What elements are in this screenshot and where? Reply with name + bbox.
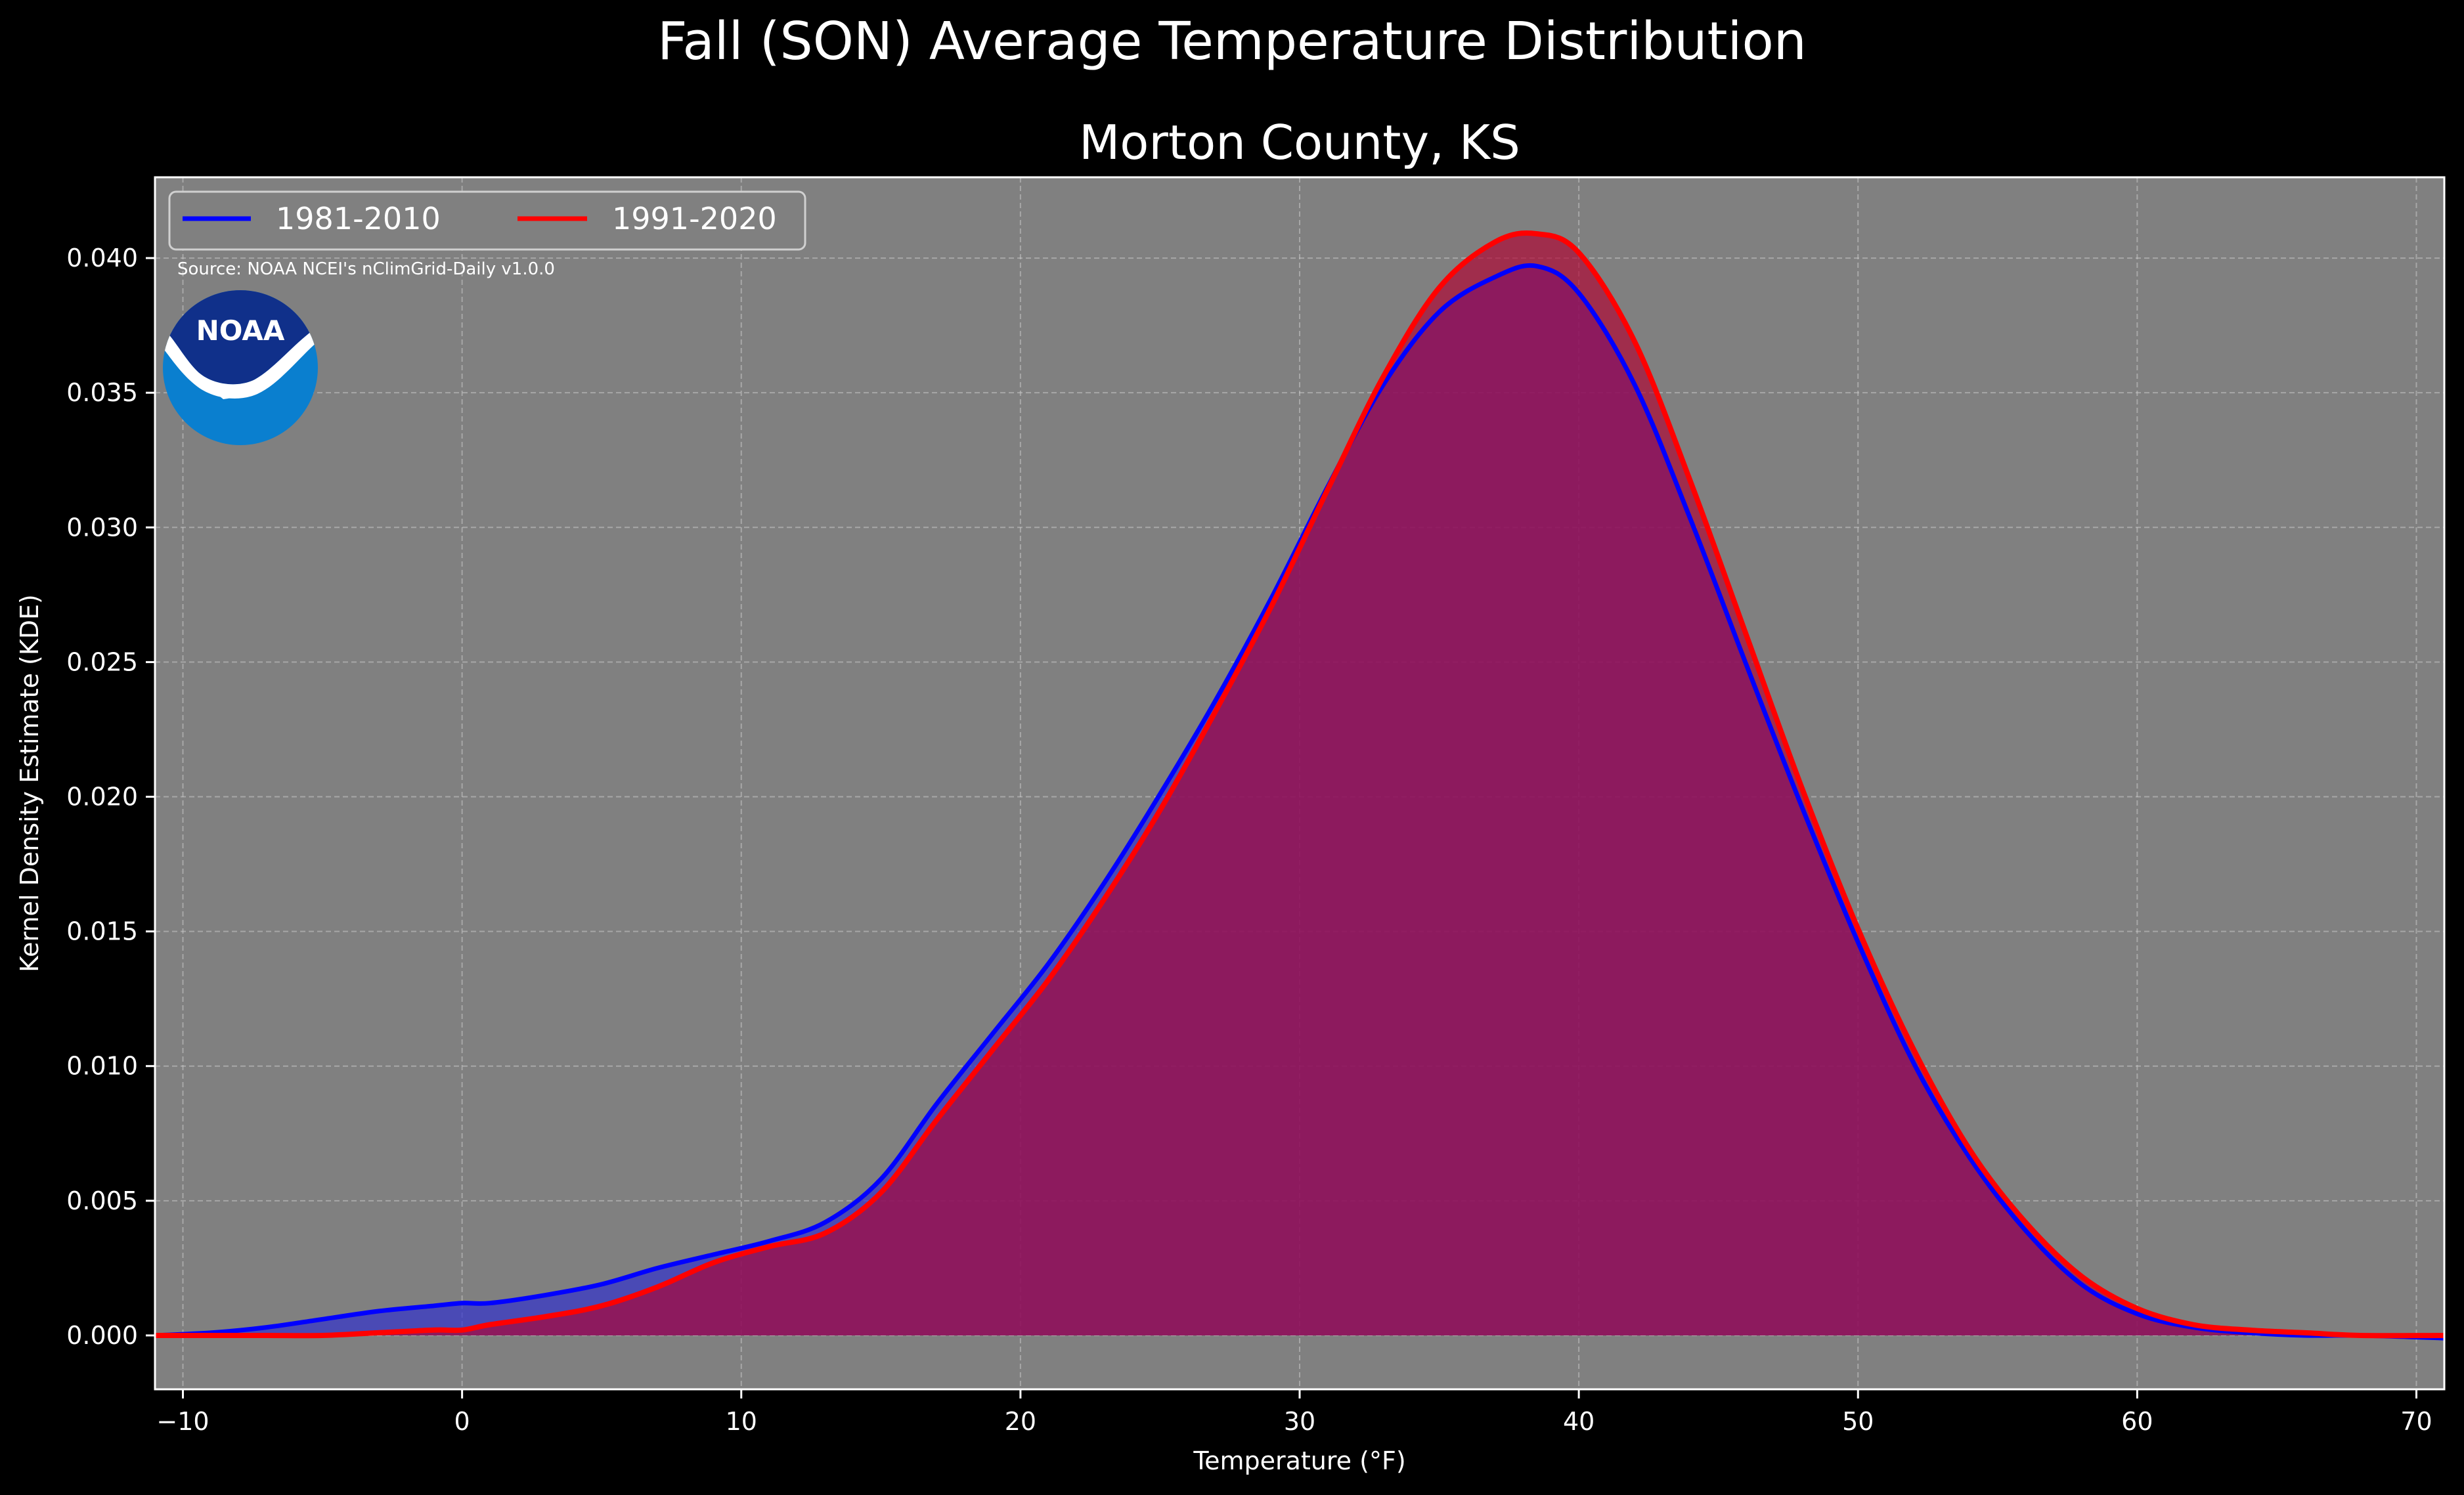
series-lines bbox=[154, 230, 2445, 1341]
legend-box bbox=[168, 190, 806, 251]
y-axis-label: Kernel Density Estimate (KDE) bbox=[15, 594, 44, 972]
y-axis: 0.000 0.005 0.010 0.015 0.020 0.025 0.030 0.035… bbox=[66, 244, 155, 1350]
series-fills bbox=[155, 232, 2444, 1339]
x-tick-label: −10 bbox=[156, 1407, 209, 1436]
x-tick-label: 0 bbox=[454, 1407, 470, 1436]
y-tick-label: 0.020 bbox=[66, 783, 138, 812]
y-tick-label: 0.030 bbox=[66, 513, 138, 542]
x-axis-label: Temperature (°F) bbox=[1193, 1446, 1405, 1475]
y-tick-label: 0.010 bbox=[66, 1052, 138, 1081]
y-tick-label: 0.040 bbox=[66, 244, 138, 272]
x-tick-label: 10 bbox=[726, 1407, 757, 1436]
source-annotation: Source: NOAA NCEI's nClimGrid-Daily v1.0… bbox=[177, 259, 555, 279]
y-tick-label: 0.035 bbox=[66, 378, 138, 407]
x-tick-label: 30 bbox=[1284, 1407, 1315, 1436]
y-tick-label: 0.015 bbox=[66, 917, 138, 946]
noaa-logo-text: NOAA bbox=[196, 314, 285, 347]
chart-title: Fall (SON) Average Temperature Distribut… bbox=[657, 11, 1807, 72]
legend: 1981-2010 1991-2020 bbox=[168, 190, 806, 251]
series-area-1991-2020 bbox=[155, 232, 2444, 1336]
x-tick-label: 70 bbox=[2400, 1407, 2432, 1436]
chart-subtitle: Morton County, KS bbox=[1079, 115, 1520, 170]
x-tick-label: 50 bbox=[1842, 1407, 1874, 1436]
x-axis: −10 0 10 20 30 40 50 60 70 bbox=[156, 1389, 2432, 1436]
noaa-logo: NOAA bbox=[163, 290, 318, 445]
legend-label-1991-2020: 1991-2020 bbox=[612, 201, 777, 236]
x-tick-label: 60 bbox=[2121, 1407, 2153, 1436]
series-line-1991-2020 bbox=[154, 230, 2445, 1339]
x-tick-label: 40 bbox=[1563, 1407, 1595, 1436]
y-tick-label: 0.025 bbox=[66, 647, 138, 676]
legend-label-1981-2010: 1981-2010 bbox=[276, 201, 441, 236]
x-tick-label: 20 bbox=[1005, 1407, 1036, 1436]
y-tick-label: 0.005 bbox=[66, 1186, 138, 1215]
y-tick-label: 0.000 bbox=[66, 1321, 138, 1350]
